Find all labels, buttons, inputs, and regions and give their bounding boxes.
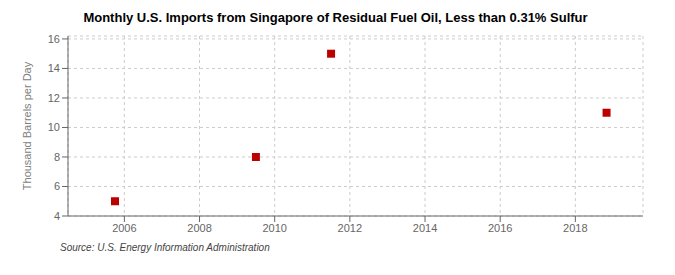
svg-text:Thousand Barrels per Day: Thousand Barrels per Day [21, 61, 33, 190]
html-text:Source: U.S. Energy Informatio: Source: U.S. Energy Information Administ… [60, 242, 270, 253]
svg-text:2016: 2016 [488, 222, 512, 234]
svg-text:12: 12 [48, 92, 60, 104]
svg-text:4: 4 [54, 210, 60, 222]
svg-text:2014: 2014 [413, 222, 437, 234]
svg-text:8: 8 [54, 151, 60, 163]
svg-text:2018: 2018 [563, 222, 587, 234]
svg-text:2008: 2008 [187, 222, 211, 234]
svg-text:16: 16 [48, 33, 60, 45]
svg-text:6: 6 [54, 180, 60, 192]
svg-text:14: 14 [48, 62, 60, 74]
html-text:Monthly U.S. Imports from Sing: Monthly U.S. Imports from Singapore of R… [83, 10, 588, 25]
svg-text:2006: 2006 [112, 222, 136, 234]
svg-text:2012: 2012 [338, 222, 362, 234]
svg-text:2010: 2010 [262, 222, 286, 234]
svg-text:10: 10 [48, 121, 60, 133]
